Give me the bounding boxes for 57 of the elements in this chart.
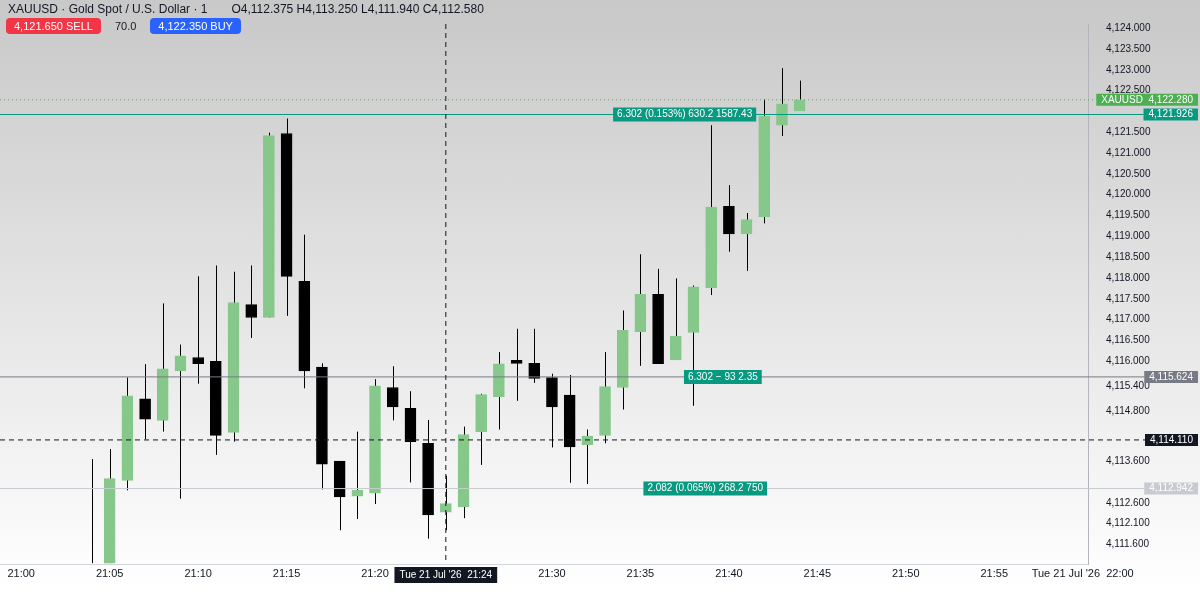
- x-tick-label: 21:20: [361, 566, 389, 579]
- x-tick-label: 21:50: [891, 566, 920, 579]
- x-tick-label: 21:30: [538, 566, 566, 579]
- y-tick-label: 4,119.000: [1106, 230, 1151, 242]
- annotation: 4,121.650 SELL: [6, 18, 101, 34]
- x-tick-label: 21:40: [715, 566, 743, 579]
- ref-line-label: Tue 21 Jul '26 21:24: [399, 568, 493, 580]
- candlestick: [174, 344, 187, 500]
- x-tick-label: 21:15: [272, 566, 301, 579]
- y-tick-label: 4,120.000: [1106, 188, 1151, 200]
- y-tick-label: 4,114.800: [1106, 404, 1151, 416]
- y-tick-label: 4,118.500: [1106, 250, 1151, 262]
- x-tick-label: 21:00: [7, 566, 35, 579]
- chart-subtitle: O4,112.375 H4,113.250 L4,111.940 C4,112.580: [231, 2, 484, 16]
- y-tick-label: 4,116.000: [1106, 354, 1151, 366]
- x-tick-label: Tue 21 Jul '26 22:00: [1031, 566, 1134, 579]
- candlestick: [670, 277, 682, 361]
- annotation: 2.082 (0.065%) 268.2 750: [647, 482, 764, 494]
- candlestick: [139, 363, 151, 440]
- chart-title: XAUUSD · Gold Spot / U.S. Dollar · 1: [8, 2, 208, 16]
- y-tick-label: 4,121.000: [1106, 146, 1151, 158]
- y-tick-label: 4,117.500: [1106, 292, 1151, 304]
- x-tick-label: 21:35: [626, 566, 655, 579]
- x-tick-label: 21:55: [980, 566, 1009, 579]
- x-tick-label: 21:10: [184, 566, 212, 579]
- y-tick-label: 4,120.500: [1106, 167, 1151, 179]
- x-tick-label: 21:45: [803, 566, 832, 579]
- y-tick-label: 4,111.600: [1106, 538, 1150, 550]
- y-tick-label: 4,118.000: [1106, 271, 1151, 283]
- y-tick-label: 4,112.600: [1106, 496, 1151, 508]
- x-tick-label: 21:05: [95, 566, 124, 579]
- candlestick: [245, 264, 258, 339]
- annotation: 4,122.350 BUY: [150, 18, 241, 34]
- y-tick-label: 4,116.500: [1106, 334, 1151, 346]
- y-tick-label: 4,123.500: [1106, 42, 1151, 54]
- annotation: 6.302 (0.153%) 630.2 1587.43: [617, 108, 753, 120]
- annotation: 6.302 − 93 2.35: [687, 370, 759, 382]
- candlestick: [439, 475, 452, 531]
- y-tick-label: 4,121.500: [1106, 126, 1151, 137]
- ref-line-label: 4,121.926: [1148, 108, 1194, 120]
- y-tick-label: 4,115.400: [1106, 379, 1151, 391]
- y-tick-label: 4,113.600: [1106, 454, 1151, 466]
- candlestick: [192, 275, 205, 385]
- y-tick-label: 4,119.500: [1106, 209, 1151, 221]
- y-tick-label: 4,117.000: [1106, 313, 1151, 325]
- candlestick: [776, 67, 788, 137]
- ref-line-label: XAUUSD 4,122.280: [1101, 93, 1194, 105]
- candlestick: [386, 365, 399, 421]
- ref-line-label: 4,114.110: [1149, 433, 1194, 445]
- candlestick: [510, 328, 523, 402]
- y-tick-label: 4,124.000: [1106, 21, 1151, 33]
- y-tick-label: 4,123.000: [1106, 63, 1151, 75]
- annotation: 70.0: [113, 19, 138, 34]
- ref-line-label: 4,115.624: [1149, 370, 1194, 382]
- y-tick-label: 4,112.100: [1106, 517, 1151, 529]
- candlestick: [740, 212, 753, 272]
- y-tick-label: 4,122.500: [1106, 84, 1151, 96]
